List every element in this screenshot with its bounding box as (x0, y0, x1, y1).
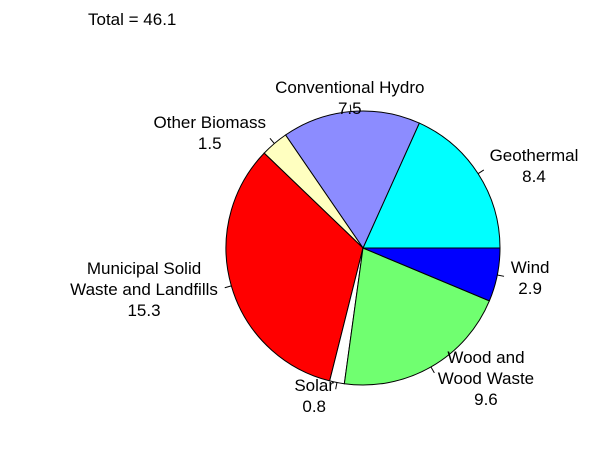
chart-title: Total = 46.1 (88, 10, 177, 29)
slice-value: 0.8 (302, 396, 326, 416)
slice-value: 2.9 (518, 278, 542, 298)
slice-label: Wind 2.9 (511, 257, 550, 299)
slice-label: Wood and Wood Waste 9.6 (438, 347, 534, 410)
label-tick (349, 104, 352, 112)
slice-name: Solar (294, 375, 335, 395)
slice-name: Geothermal (489, 146, 579, 166)
slice-value: 1.5 (197, 134, 222, 154)
pie-slice (343, 247, 491, 386)
slice-label: Municipal Solid Waste and Landfills 15.3 (70, 258, 218, 321)
slice-value: 15.3 (127, 301, 161, 321)
label-tick (497, 274, 505, 277)
label-tick (224, 285, 232, 289)
label-tick (430, 366, 435, 374)
label-tick (477, 169, 485, 175)
slice-name: Other Biomass (153, 113, 266, 133)
slice-label: Solar 0.8 (294, 375, 334, 417)
pie-slice (284, 110, 420, 250)
slice-value: 9.6 (474, 390, 498, 410)
slice-name: Municipal Solid Waste and Landfills (70, 259, 218, 300)
slice-label: Conventional Hydro 7.5 (275, 77, 424, 119)
slice-label: Geothermal 8.4 (490, 145, 579, 187)
label-tick (335, 382, 338, 390)
slice-name: Wood and Wood Waste (437, 348, 535, 389)
slice-value: 7.5 (337, 98, 362, 118)
slice-value: 8.4 (522, 167, 546, 187)
slice-name: Wind (510, 257, 550, 277)
slice-name: Conventional Hydro (275, 77, 425, 97)
label-tick (269, 137, 275, 144)
slice-label: Other Biomass 1.5 (154, 112, 266, 154)
pie-slice (362, 122, 501, 249)
